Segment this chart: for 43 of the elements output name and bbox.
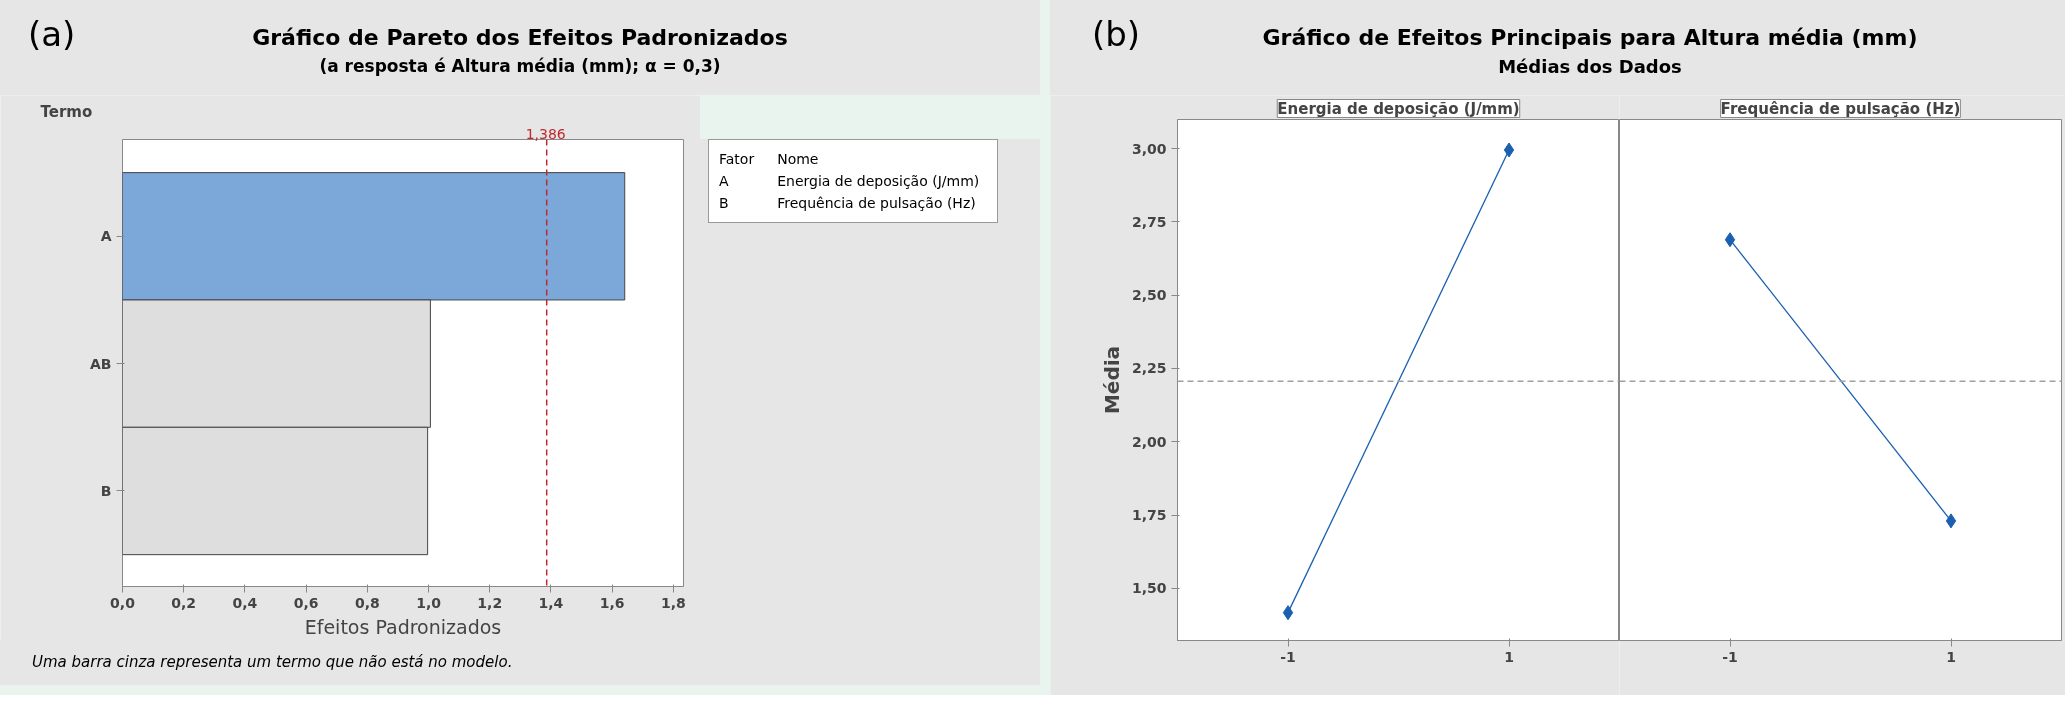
x-tick-label: 1,8 (661, 594, 686, 611)
x-tick-label: 0,0 (110, 594, 136, 611)
text: Fator (719, 150, 756, 169)
x-tick-label: 1,0 (416, 594, 442, 611)
text: Uma barra cinza representa um termo que não está no modelo. (0, 640, 1040, 685)
x-tick-label: 1,2 (477, 594, 503, 611)
y-tick-label: 2,00 (1131, 433, 1167, 450)
x-tick-label: 1 (1504, 648, 1514, 665)
text: Energia de deposição (J/mm) (1277, 99, 1520, 118)
text: Nome (776, 150, 820, 169)
x-tick-label: 0,6 (293, 594, 319, 611)
y-tick-label: B (100, 482, 112, 499)
y-tick-label: 2,25 (1131, 360, 1167, 377)
chart-subtitle: (a resposta é Altura média (mm); α = 0,3) (318, 55, 722, 78)
chart-subtitle: Médias dos Dados (1497, 55, 1683, 79)
x-tick-label: 1,6 (599, 594, 625, 611)
y-axis-title: Termo (40, 102, 93, 121)
x-axis-title: Efeitos Padronizados (304, 615, 502, 638)
ref-line-label: 1,386 (525, 125, 566, 142)
text: (b) (1092, 13, 1141, 56)
y-tick-label: 1,75 (1131, 507, 1167, 524)
text: Frequência de pulsação (Hz) (776, 194, 977, 213)
x-tick-label: 0,8 (354, 594, 380, 611)
text: A (719, 172, 730, 191)
text: B (719, 194, 730, 213)
chart-title: Gráfico de Pareto dos Efeitos Padronizados (252, 25, 788, 50)
y-tick-label: 2,75 (1131, 213, 1167, 230)
text: Energia de deposição (J/mm) (776, 172, 981, 191)
y-tick-label: 2,50 (1131, 287, 1167, 304)
chart-title: Gráfico de Efeitos Principais para Altura média (mm) (1261, 24, 1919, 52)
x-tick-label: -1 (1722, 648, 1738, 665)
x-tick-label: 0,4 (232, 594, 258, 611)
y-axis-title: Média (1099, 345, 1124, 415)
x-tick-label: 1 (1946, 648, 1956, 665)
y-tick-label: AB (89, 355, 112, 372)
x-tick-label: 0,2 (171, 594, 197, 611)
x-tick-label: -1 (1280, 648, 1296, 665)
text: Frequência de pulsação (Hz) (1720, 99, 1961, 118)
x-tick-label: 1,4 (538, 594, 564, 611)
y-tick-label: 1,50 (1131, 580, 1167, 597)
y-tick-label: 3,00 (1131, 140, 1167, 157)
text: (a) (28, 13, 76, 56)
y-tick-label: A (100, 228, 112, 245)
